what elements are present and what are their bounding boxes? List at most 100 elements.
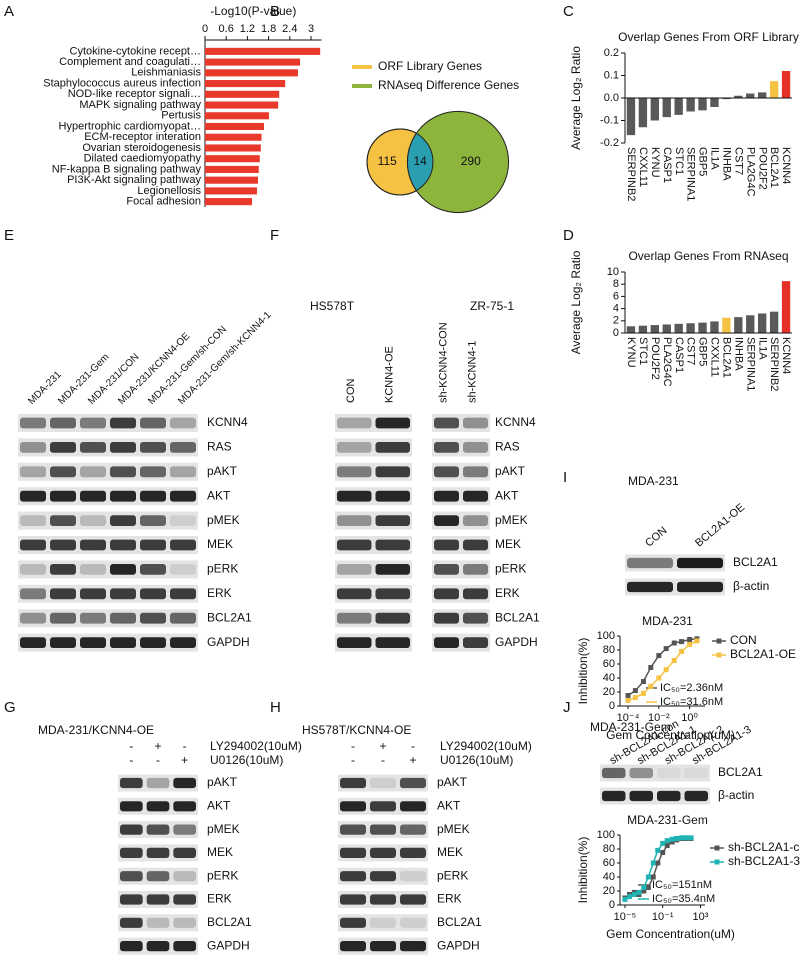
blot-band: [170, 515, 196, 526]
row-label: MEK: [207, 845, 233, 859]
blot-band: [627, 581, 673, 593]
venn-count: 14: [414, 154, 428, 168]
blot-band: [120, 894, 143, 905]
blot-band: [434, 515, 459, 526]
blot-band: [146, 824, 170, 835]
x-tick-label: PLA2G4C: [661, 337, 673, 387]
y-axis-label: Inhibition(%): [576, 837, 590, 904]
y-tick-label: 0.0: [604, 92, 619, 104]
row-label: KCNN4: [207, 415, 248, 429]
bar: [205, 165, 259, 173]
blot-band: [657, 767, 681, 779]
row-label: BCL2A1: [437, 915, 482, 929]
x-tick-label: KCNN4: [780, 147, 792, 184]
y-tick-label: -0.2: [600, 137, 619, 149]
blot-band: [140, 515, 166, 526]
blot-band: [434, 417, 459, 429]
bar: [650, 98, 659, 121]
blot-band: [110, 466, 136, 478]
x-tick-label: CXXL11: [709, 337, 721, 377]
bar: [205, 80, 286, 88]
x-tick-label: CASP1: [661, 147, 673, 183]
category-label: NOD-like receptor signali…: [68, 88, 201, 100]
row-label: pAKT: [437, 775, 468, 789]
data-point: [679, 648, 685, 654]
blot-band: [20, 588, 46, 600]
x-tick-label: CST7: [732, 147, 744, 175]
blot-band: [400, 894, 426, 905]
blot-band: [337, 588, 372, 600]
row-label: pERK: [495, 562, 526, 576]
blot-band: [400, 917, 426, 928]
x-tick-label: SERPINB2: [625, 147, 637, 201]
blot-band: [337, 442, 372, 453]
blot-band: [370, 941, 396, 952]
condition-sign: -: [183, 739, 187, 753]
blot-band: [370, 871, 396, 882]
blot-band: [140, 612, 166, 624]
blot-band: [677, 557, 723, 569]
row-label: pAKT: [207, 464, 238, 478]
legend-marker: [716, 652, 722, 658]
y-axis-label: Average Log₂ Ratio: [569, 250, 583, 354]
blot-band: [80, 637, 106, 648]
bar: [662, 324, 671, 333]
row-label: BCL2A1: [207, 915, 252, 929]
data-point: [645, 874, 651, 880]
blot-band: [146, 894, 170, 905]
data-point: [632, 695, 638, 701]
blot-title: HS578T/KCNN4-OE: [302, 723, 411, 737]
blot-band: [434, 612, 459, 624]
bar: [205, 101, 279, 109]
bar: [205, 90, 280, 98]
blot-band: [370, 801, 396, 812]
bar: [734, 95, 743, 98]
chart-title: Overlap Genes From ORF Library: [618, 30, 799, 44]
category-label: Staphylococcus aureus infection: [43, 77, 201, 89]
annotation: IC₅₀=151nM: [652, 879, 712, 891]
bar: [746, 315, 755, 333]
data-point: [683, 835, 689, 841]
x-tick-label: 2.4: [282, 23, 297, 35]
blot-band: [337, 612, 372, 624]
row-label: AKT: [207, 488, 231, 502]
category-label: Cytokine-cytokine recept…: [70, 45, 201, 57]
y-tick-label: 0.1: [604, 69, 619, 81]
panel-letter: F: [270, 227, 279, 244]
x-tick-label: SERPINA1: [685, 147, 697, 201]
blot-band: [463, 490, 488, 502]
blot-band: [80, 539, 106, 551]
blot-band: [173, 847, 196, 858]
blot-band: [170, 466, 196, 478]
x-tick-label: 10⁻¹: [652, 911, 674, 923]
data-point: [648, 665, 654, 670]
x-tick-label: INHBA: [720, 147, 732, 181]
blot-band: [400, 847, 426, 858]
blot-band: [375, 466, 410, 478]
y-tick-label: 0: [609, 899, 615, 911]
blot-band: [140, 637, 166, 648]
condition-sign: +: [409, 753, 416, 767]
row-label: GAPDH: [207, 938, 250, 952]
condition-label: U0126(10uM): [210, 753, 283, 767]
blot-band: [173, 894, 196, 905]
blot-band: [463, 515, 488, 526]
y-tick-label: 2: [613, 315, 619, 327]
legend-marker: [716, 638, 722, 644]
condition-label: U0126(10uM): [440, 753, 513, 767]
blot-band: [375, 564, 410, 575]
x-tick-label: 10⁻⁴: [617, 712, 640, 724]
bar: [781, 71, 791, 98]
row-label: pERK: [207, 562, 238, 576]
bar: [746, 93, 755, 98]
blot-band: [50, 515, 76, 526]
blot-band: [80, 417, 106, 429]
y-tick-label: 60: [603, 857, 615, 869]
blot-band: [170, 564, 196, 575]
blot-band: [602, 767, 626, 779]
blot-band: [20, 637, 46, 648]
y-tick-label: 60: [603, 658, 615, 670]
data-point: [687, 637, 693, 642]
blot-band: [434, 588, 459, 600]
condition-label: LY294002(10uM): [210, 739, 302, 753]
